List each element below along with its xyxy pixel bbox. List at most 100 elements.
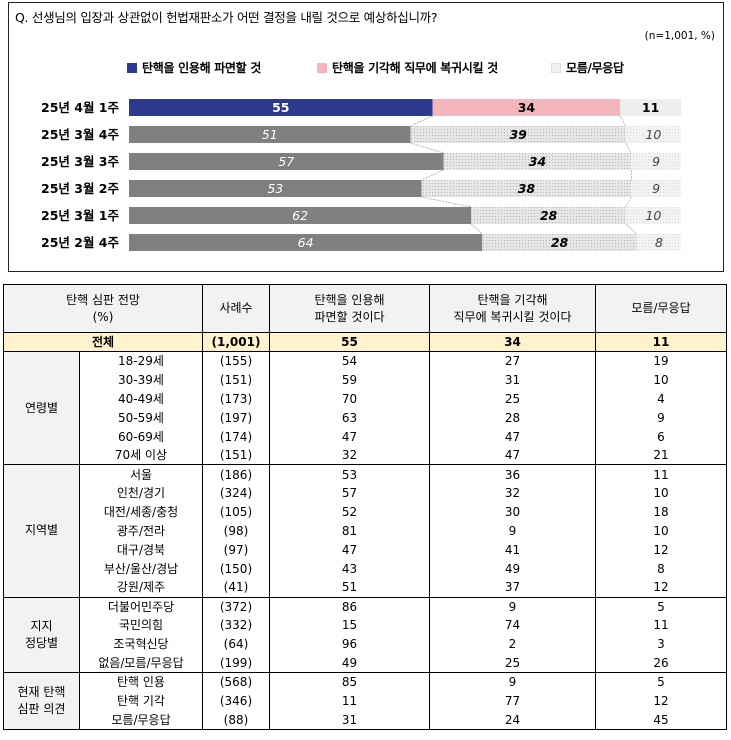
table-row: 인천/경기 (324) 57 32 10 xyxy=(4,483,727,503)
row-unknown: 11 xyxy=(595,464,727,484)
legend-label-reject: 탄핵을 기각해 직무에 복귀시킬 것 xyxy=(332,61,498,75)
group-label: 현재 탄핵 심판 의견 xyxy=(3,672,80,730)
row-unknown: 12 xyxy=(595,578,727,598)
row-n: (105) xyxy=(202,502,270,522)
row-accept: 47 xyxy=(269,427,430,446)
category-label: 25년 4월 1주 xyxy=(41,100,119,115)
chart-panel: Q. 선생님의 입장과 상관없이 헌법재판소가 어떤 결정을 내릴 것으로 예상… xyxy=(8,2,724,272)
row-unknown: 26 xyxy=(595,653,727,674)
row-unknown: 45 xyxy=(595,710,727,730)
connector-line xyxy=(625,142,632,154)
row-unknown: 6 xyxy=(595,427,727,446)
connector-line xyxy=(421,196,472,208)
header-category: 탄핵 심판 전망 (%) xyxy=(3,284,203,333)
row-unknown: 8 xyxy=(595,559,727,579)
total-label: 전체 xyxy=(3,332,203,352)
row-unknown: 12 xyxy=(595,540,727,560)
row-reject: 36 xyxy=(429,464,596,484)
row-label: 없음/모름/무응답 xyxy=(79,653,203,674)
row-label: 국민의힘 xyxy=(79,615,203,635)
row-unknown: 5 xyxy=(595,597,727,616)
value-label-unknown: 9 xyxy=(652,181,660,196)
row-unknown: 21 xyxy=(595,445,727,466)
value-label-reject: 34 xyxy=(518,100,536,115)
value-label-reject: 28 xyxy=(540,208,558,223)
row-accept: 32 xyxy=(269,445,430,466)
bar-reject xyxy=(432,99,621,116)
row-accept: 47 xyxy=(269,540,430,560)
row-unknown: 10 xyxy=(595,483,727,503)
bar-accept xyxy=(129,234,483,251)
row-reject: 49 xyxy=(429,559,596,579)
row-reject: 25 xyxy=(429,653,596,674)
category-label: 25년 3월 1주 xyxy=(41,208,119,223)
legend-label-accept: 탄핵을 인용해 파면할 것 xyxy=(142,61,262,75)
connector-line xyxy=(625,223,638,235)
row-unknown: 11 xyxy=(595,615,727,635)
value-label-reject: 34 xyxy=(529,154,546,169)
value-label-accept: 57 xyxy=(278,154,294,169)
row-accept: 59 xyxy=(269,370,430,390)
row-label: 50-59세 xyxy=(79,408,203,428)
row-n: (346) xyxy=(202,691,270,711)
row-unknown: 18 xyxy=(595,502,727,522)
row-n: (151) xyxy=(202,370,270,390)
row-n: (151) xyxy=(202,445,270,466)
bar-reject xyxy=(471,207,626,224)
row-label: 30-39세 xyxy=(79,370,203,390)
row-accept: 86 xyxy=(269,597,430,616)
row-n: (174) xyxy=(202,427,270,446)
bar-accept xyxy=(129,99,433,116)
legend-swatch-unknown xyxy=(551,62,561,73)
row-label: 탄핵 인용 xyxy=(79,672,203,692)
table-row: 40-49세 (173) 70 25 4 xyxy=(4,389,727,409)
table-row: 국민의힘 (332) 15 74 11 xyxy=(4,615,727,635)
value-label-unknown: 9 xyxy=(652,154,660,169)
value-label-unknown: 10 xyxy=(645,127,661,142)
row-label: 강원/제주 xyxy=(79,578,203,598)
sample-note: (n=1,001, %) xyxy=(644,30,715,42)
row-n: (199) xyxy=(202,653,270,674)
bar-unknown xyxy=(636,234,681,251)
row-label: 70세 이상 xyxy=(79,445,203,466)
table-row: 조국혁신당 (64) 96 2 3 xyxy=(4,634,727,654)
row-reject: 9 xyxy=(429,597,596,616)
bar-accept xyxy=(129,153,444,170)
table-row: 부산/울산/경남 (150) 43 49 8 xyxy=(4,559,727,579)
row-n: (372) xyxy=(202,597,270,616)
row-n: (150) xyxy=(202,559,270,579)
total-n: (1,001) xyxy=(202,332,270,352)
group-label: 연령별 xyxy=(3,351,80,466)
table-row: 50-59세 (197) 63 28 9 xyxy=(4,408,727,428)
row-n: (197) xyxy=(202,408,270,428)
value-label-reject: 28 xyxy=(551,235,569,250)
header-reject: 탄핵을 기각해 직무에 복귀시킬 것이다 xyxy=(429,284,596,333)
row-accept: 81 xyxy=(269,521,430,541)
category-label: 25년 3월 3주 xyxy=(41,154,119,169)
bar-reject xyxy=(482,234,637,251)
row-unknown: 10 xyxy=(595,370,727,390)
header-n: 사례수 xyxy=(202,284,270,333)
table-row: 60-69세 (174) 47 47 6 xyxy=(4,427,727,446)
legend-swatch-reject xyxy=(317,62,327,73)
row-label: 40-49세 xyxy=(79,389,203,409)
row-accept: 57 xyxy=(269,483,430,503)
row-accept: 43 xyxy=(269,559,430,579)
stacked-bar-chart: 25년 4월 1주 55 34 11 25년 3월 4주 51 39 10 25년 3월 3주 5… xyxy=(41,99,681,251)
question-text: Q. 선생님의 입장과 상관없이 헌법재판소가 어떤 결정을 내릴 것으로 예상… xyxy=(15,10,438,25)
row-accept: 54 xyxy=(269,351,430,371)
value-label-accept: 64 xyxy=(298,235,314,250)
row-label: 탄핵 기각 xyxy=(79,691,203,711)
row-unknown: 5 xyxy=(595,672,727,692)
row-label: 조국혁신당 xyxy=(79,634,203,654)
category-label: 25년 3월 2주 xyxy=(41,181,119,196)
value-label-unknown: 8 xyxy=(655,235,663,250)
bar-reject xyxy=(443,153,632,170)
row-unknown: 19 xyxy=(595,351,727,371)
row-reject: 47 xyxy=(429,427,596,446)
row-accept: 53 xyxy=(269,464,430,484)
row-n: (568) xyxy=(202,672,270,692)
legend-item-unknown: 모름/무응답 xyxy=(551,59,624,76)
row-label: 서울 xyxy=(79,464,203,484)
row-label: 대전/세종/충청 xyxy=(79,502,203,522)
